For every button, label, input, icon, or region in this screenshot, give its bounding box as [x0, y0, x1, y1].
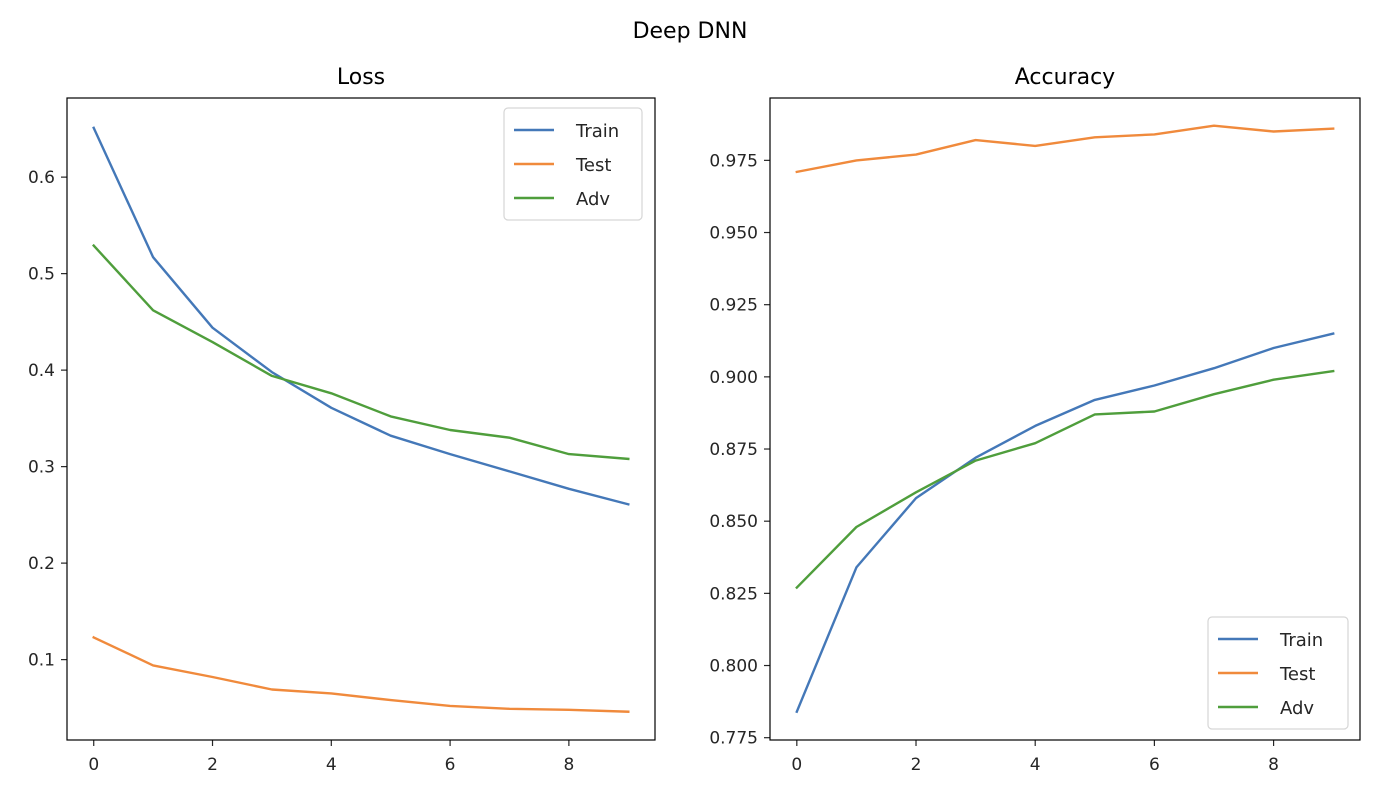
figure-title: Deep DNN: [633, 19, 748, 44]
accuracy-legend: Train Test Adv: [1207, 616, 1349, 730]
accuracy-panel: Accuracy 0 2 4 6 8 0.775 0.800 0.825 0.850 0.875 0.…: [709, 65, 1361, 775]
loss-y-tick-label: 0.5: [28, 265, 55, 285]
loss-axes-title: Loss: [337, 65, 385, 90]
accuracy-y-tick-label: 0.850: [709, 512, 758, 532]
loss-series-adv-line: [92, 243, 630, 461]
loss-panel: Loss 0 2 4 6 8 0.1 0.2 0.3 0.4 0.5 0.6 Train Test Adv: [28, 65, 656, 775]
loss-x-tick-label: 4: [326, 755, 337, 775]
accuracy-x-tick-label: 0: [791, 755, 802, 775]
accuracy-legend-box: [1207, 616, 1349, 730]
loss-series-test-line: [92, 635, 630, 713]
loss-legend-label-test: Test: [575, 155, 611, 176]
accuracy-y-tick-label: 0.800: [709, 657, 758, 677]
loss-x-tick-label: 0: [88, 755, 99, 775]
accuracy-x-tick-label: 2: [911, 755, 922, 775]
accuracy-y-tick-label: 0.825: [709, 584, 758, 604]
loss-plot-frame: [66, 97, 656, 741]
loss-x-tick-label: 6: [445, 755, 456, 775]
accuracy-y-tick-label: 0.900: [709, 368, 758, 388]
accuracy-y-tick-label: 0.875: [709, 440, 758, 460]
loss-y-tick-label: 0.1: [28, 651, 55, 671]
loss-legend-label-adv: Adv: [576, 189, 610, 210]
loss-legend-label-train: Train: [575, 121, 619, 142]
accuracy-y-tick-label: 0.975: [709, 151, 758, 171]
accuracy-series-adv-line: [795, 369, 1335, 590]
accuracy-legend-label-test: Test: [1279, 664, 1315, 685]
accuracy-legend-label-adv: Adv: [1280, 698, 1314, 719]
accuracy-y-tick-label: 0.950: [709, 224, 758, 244]
accuracy-y-tick-label: 0.775: [709, 729, 758, 749]
loss-x-tick-label: 8: [563, 755, 574, 775]
accuracy-series-test-line: [795, 124, 1335, 174]
accuracy-plot-frame: [769, 97, 1361, 741]
accuracy-series-train-line: [795, 332, 1335, 714]
accuracy-x-tick-label: 4: [1030, 755, 1041, 775]
loss-y-tick-label: 0.3: [28, 458, 55, 478]
loss-y-tick-label: 0.6: [28, 168, 55, 188]
loss-legend-box: [503, 107, 643, 221]
accuracy-legend-label-train: Train: [1279, 630, 1323, 651]
loss-legend: Train Test Adv: [503, 107, 643, 221]
accuracy-axes-title: Accuracy: [1015, 65, 1115, 90]
loss-series-train-line: [92, 126, 630, 506]
accuracy-x-tick-label: 6: [1149, 755, 1160, 775]
loss-y-tick-label: 0.4: [28, 361, 55, 381]
accuracy-y-tick-label: 0.925: [709, 296, 758, 316]
accuracy-x-tick-label: 8: [1268, 755, 1279, 775]
loss-y-tick-label: 0.2: [28, 554, 55, 574]
loss-x-tick-label: 2: [207, 755, 218, 775]
